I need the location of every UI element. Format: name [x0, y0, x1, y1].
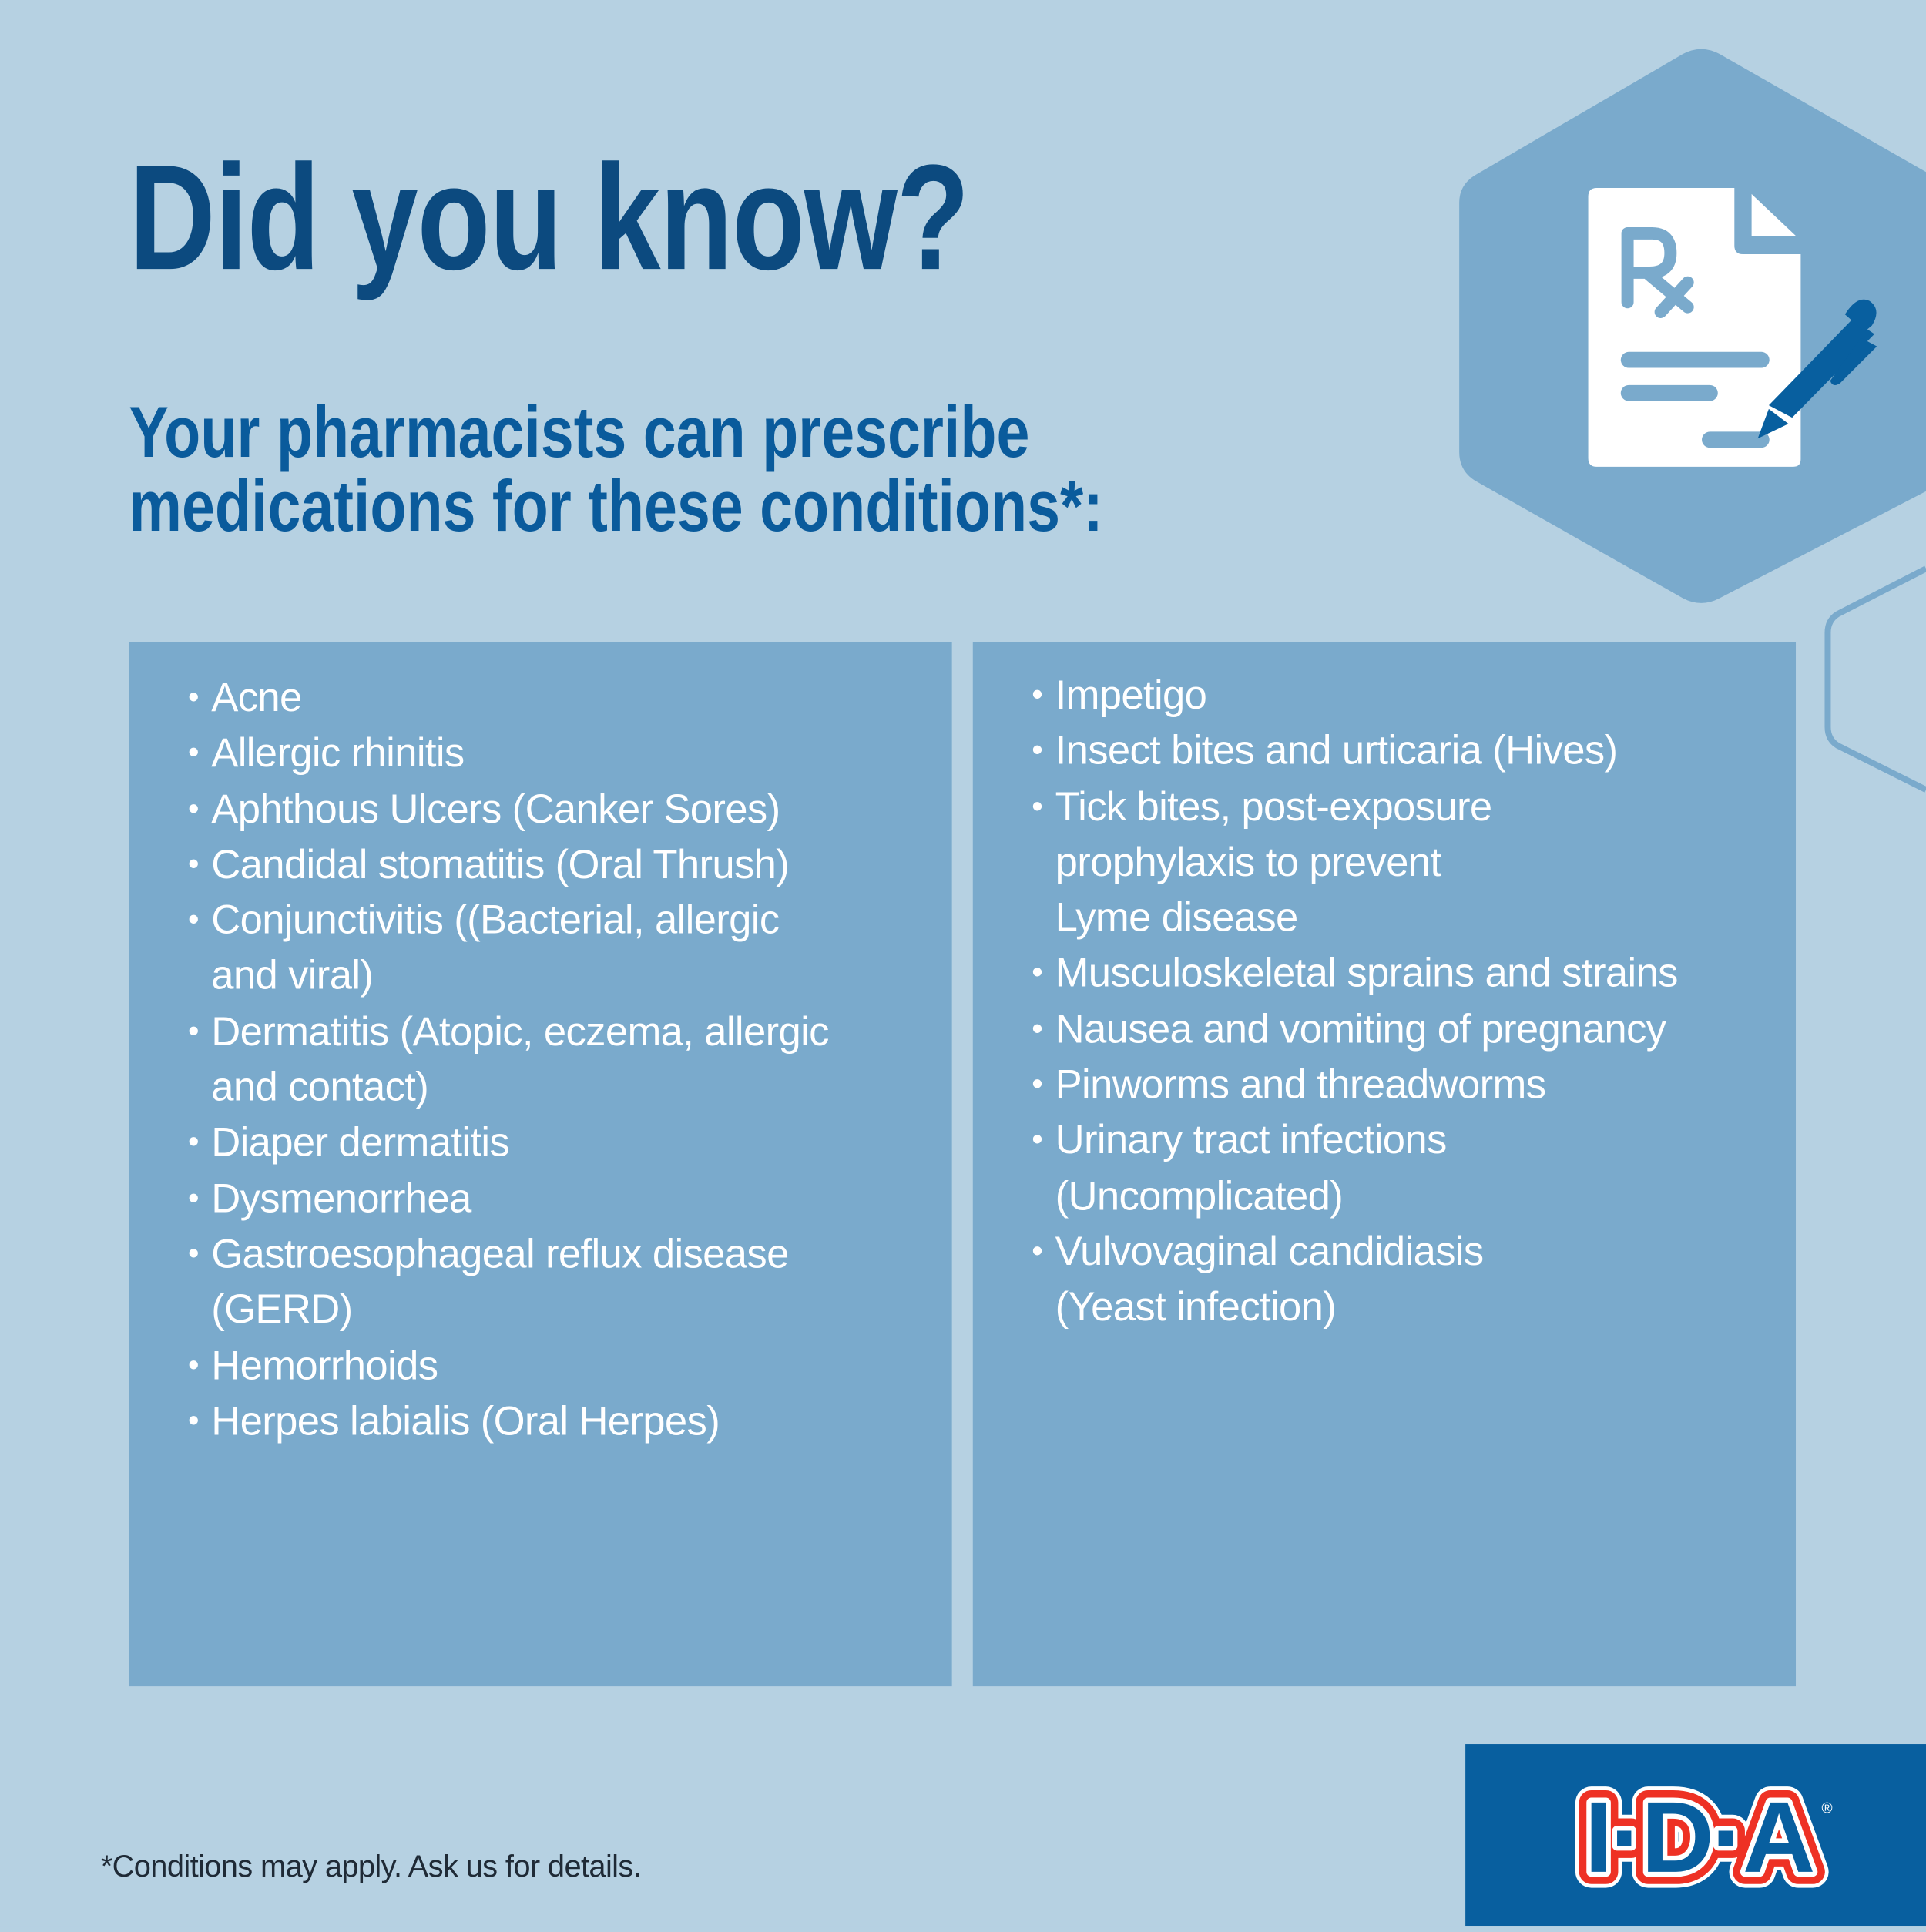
ida-logo-mark: I·D·A I·D·A I·D·A I·D·A ®	[1569, 1765, 1832, 1909]
bullet-icon: •	[1032, 675, 1043, 713]
condition-label: Dermatitis (Atopic, eczema, allergic and…	[211, 1008, 829, 1109]
condition-label: Gastroesophageal reflux disease (GERD)	[211, 1230, 789, 1332]
condition-label: Tick bites, post-exposure prophylaxis to…	[1055, 783, 1493, 941]
bullet-icon: •	[187, 789, 199, 827]
subtitle-line-1: Your pharmacists can prescribe	[129, 391, 1030, 473]
condition-item: • Aphthous Ulcers (Canker Sores)	[188, 780, 829, 836]
bullet-icon: •	[187, 678, 199, 715]
condition-item: • Hemorrhoids	[188, 1337, 829, 1393]
subtitle: Your pharmacists can prescribe medicatio…	[129, 395, 1102, 542]
condition-item: • Allergic rhinitis	[188, 725, 829, 780]
condition-label: Dysmenorrhea	[211, 1175, 471, 1221]
bullet-icon: •	[1032, 954, 1043, 991]
page-title: Did you know?	[129, 133, 969, 301]
condition-item: • Insect bites and urticaria (Hives)	[1032, 723, 1678, 778]
bullet-icon: •	[1032, 1232, 1043, 1269]
bullet-icon: •	[187, 844, 199, 882]
svg-text:I·D·A: I·D·A	[1585, 1781, 1813, 1893]
bullet-icon: •	[1032, 1009, 1043, 1047]
condition-item: • Conjunctivitis ((Bacterial, allergic an…	[188, 892, 829, 1003]
condition-item: • Pinworms and threadworms	[1032, 1056, 1678, 1112]
bullet-icon: •	[187, 1011, 199, 1049]
condition-item: • Urinary tract infections (Uncomplicated…	[1032, 1112, 1678, 1223]
ida-logo: I·D·A I·D·A I·D·A I·D·A ®	[1465, 1744, 1926, 1927]
condition-item: • Herpes labialis (Oral Herpes)	[188, 1393, 829, 1448]
condition-item: • Nausea and vomiting of pregnancy	[1032, 1001, 1678, 1056]
condition-item: • Acne	[188, 669, 829, 725]
subtitle-line-2: medications for these conditions*:	[129, 465, 1103, 547]
conditions-list-left: • Acne • Allergic rhinitis • Aphthous Ulcers …	[187, 669, 830, 1448]
bullet-icon: •	[187, 1400, 199, 1438]
condition-label: Hemorrhoids	[211, 1341, 438, 1387]
condition-label: Musculoskeletal sprains and strains	[1055, 950, 1679, 996]
condition-item: • Tick bites, post-exposure prophylaxis t…	[1032, 778, 1678, 945]
condition-label: Conjunctivitis ((Bacterial, allergic and…	[211, 897, 780, 998]
bullet-icon: •	[1032, 1065, 1043, 1102]
condition-item: • Dermatitis (Atopic, eczema, allergic an…	[187, 1003, 830, 1114]
condition-label: Impetigo	[1055, 672, 1207, 718]
condition-label: Vulvovaginal candidiasis (Yeast infectio…	[1055, 1228, 1485, 1330]
pen-icon	[1757, 299, 1877, 439]
svg-text:I·D·A: I·D·A	[1585, 1781, 1813, 1893]
condition-item: • Dysmenorrhea	[188, 1170, 829, 1226]
bullet-icon: •	[187, 1345, 199, 1383]
condition-label: Herpes labialis (Oral Herpes)	[211, 1397, 720, 1444]
condition-label: Allergic rhinitis	[211, 730, 465, 776]
bullet-icon: •	[187, 733, 199, 771]
condition-label: Pinworms and threadworms	[1055, 1061, 1546, 1107]
svg-text:I·D·A: I·D·A	[1585, 1781, 1813, 1893]
hexagon-outline	[1824, 565, 1926, 793]
bullet-icon: •	[187, 900, 199, 937]
conditions-list-right: • Impetigo • Insect bites and urticaria (Hi…	[1032, 667, 1678, 1335]
bullet-icon: •	[1032, 1120, 1043, 1158]
bullet-icon: •	[1032, 787, 1043, 824]
footnote: *Conditions may apply. Ask us for detail…	[100, 1850, 642, 1884]
condition-item: • Impetigo	[1032, 667, 1678, 723]
conditions-panel-right: • Impetigo • Insect bites and urticaria (Hi…	[972, 642, 1797, 1687]
conditions-panel-left: • Acne • Allergic rhinitis • Aphthous Ulcers …	[129, 642, 952, 1687]
svg-text:I·D·A: I·D·A	[1585, 1781, 1813, 1893]
condition-label: Diaper dermatitis	[211, 1119, 510, 1166]
condition-item: • Gastroesophageal reflux disease (GERD)	[188, 1226, 829, 1337]
rx-symbol-icon	[1621, 226, 1694, 318]
condition-label: Urinary tract infections (Uncomplicated)	[1055, 1116, 1448, 1219]
condition-item: • Musculoskeletal sprains and strains	[1032, 945, 1678, 1001]
condition-label: Aphthous Ulcers (Canker Sores)	[211, 785, 780, 831]
svg-text:®: ®	[1821, 1800, 1832, 1816]
condition-label: Nausea and vomiting of pregnancy	[1055, 1005, 1666, 1052]
bullet-icon: •	[187, 1179, 199, 1216]
bullet-icon: •	[187, 1234, 199, 1272]
condition-item: • Diaper dermatitis	[188, 1115, 829, 1170]
condition-label: Acne	[211, 674, 302, 720]
condition-item: • Vulvovaginal candidiasis (Yeast infecti…	[1032, 1223, 1678, 1334]
condition-item: • Candidal stomatitis (Oral Thrush)	[188, 837, 829, 892]
bullet-icon: •	[1032, 731, 1043, 768]
condition-label: Insect bites and urticaria (Hives)	[1055, 727, 1618, 773]
condition-label: Candidal stomatitis (Oral Thrush)	[211, 840, 790, 887]
bullet-icon: •	[187, 1122, 199, 1160]
